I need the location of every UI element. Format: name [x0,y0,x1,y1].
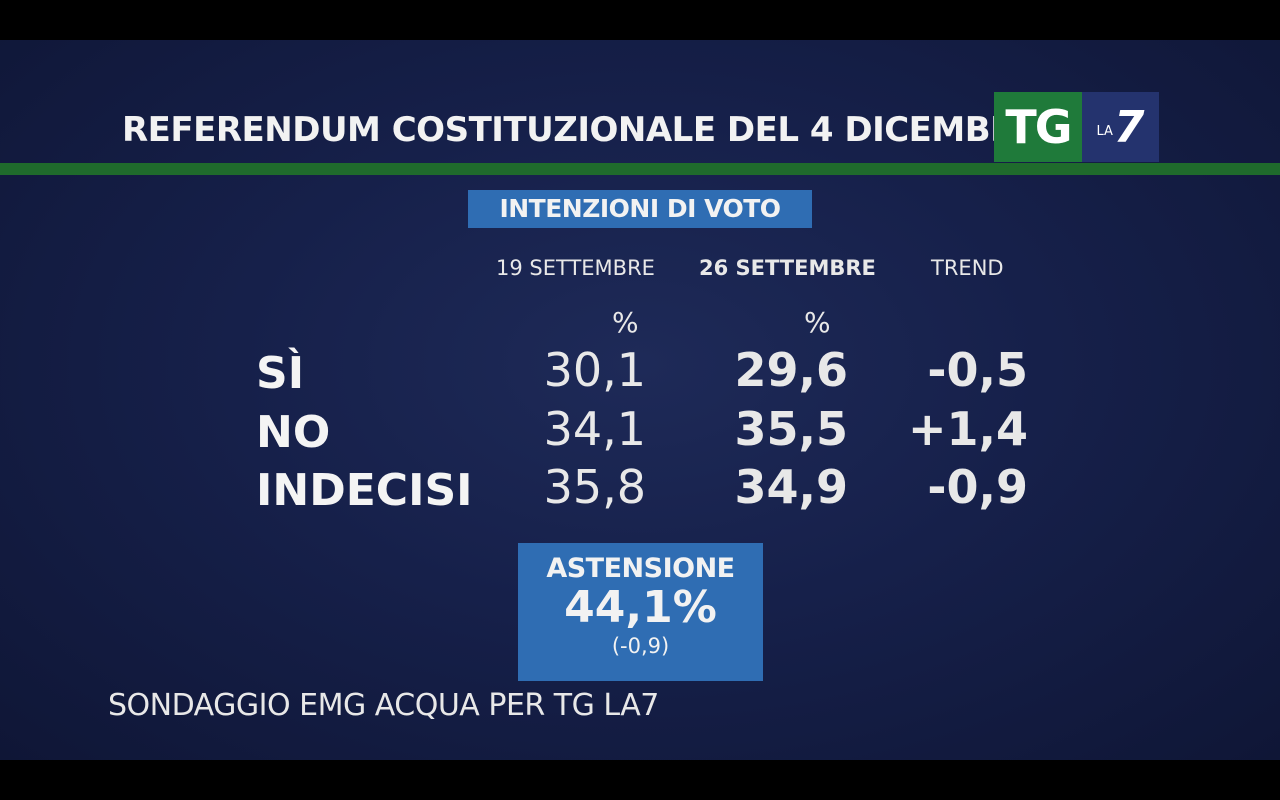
abstention-label: ASTENSIONE [546,553,735,584]
value-trend-no: +1,4 [907,402,1028,456]
value-trend-indecisi: -0,9 [927,460,1028,514]
unit-prev: % [612,306,639,339]
row-label-no: NO [256,407,331,458]
logo-seven-text: 7 [1113,101,1145,153]
broadcast-graphic: REFERENDUM COSTITUZIONALE DEL 4 DICEMBRE… [0,40,1280,760]
row-label-indecisi: INDECISI [256,465,473,516]
section-subtitle: INTENZIONI DI VOTO [468,190,812,228]
source-caption: SONDAGGIO EMG ACQUA PER TG LA7 [108,688,659,723]
abstention-trend: (-0,9) [611,634,670,658]
page-title: REFERENDUM COSTITUZIONALE DEL 4 DICEMBRE [122,110,1039,150]
value-curr-indecisi: 34,9 [734,460,849,514]
logo-la-text: LA [1096,123,1113,139]
unit-curr: % [804,306,831,339]
value-curr-no: 35,5 [734,402,849,456]
tg-la7-logo: TG LA 7 [994,92,1159,162]
value-prev-no: 34,1 [543,402,646,456]
column-header-trend: TREND [931,256,1004,280]
row-label-si: SÌ [256,348,305,399]
value-trend-si: -0,5 [927,343,1028,397]
logo-tg: TG [994,92,1082,162]
value-curr-si: 29,6 [734,343,849,397]
value-prev-indecisi: 35,8 [543,460,646,514]
abstention-value: 44,1% [564,582,717,633]
abstention-box: ASTENSIONE 44,1% (-0,9) [518,543,763,681]
column-header-prev: 19 SETTEMBRE [496,256,655,280]
value-prev-si: 30,1 [543,343,646,397]
header-divider [0,163,1280,175]
column-header-curr: 26 SETTEMBRE [699,256,876,280]
logo-la7: LA 7 [1082,92,1159,162]
